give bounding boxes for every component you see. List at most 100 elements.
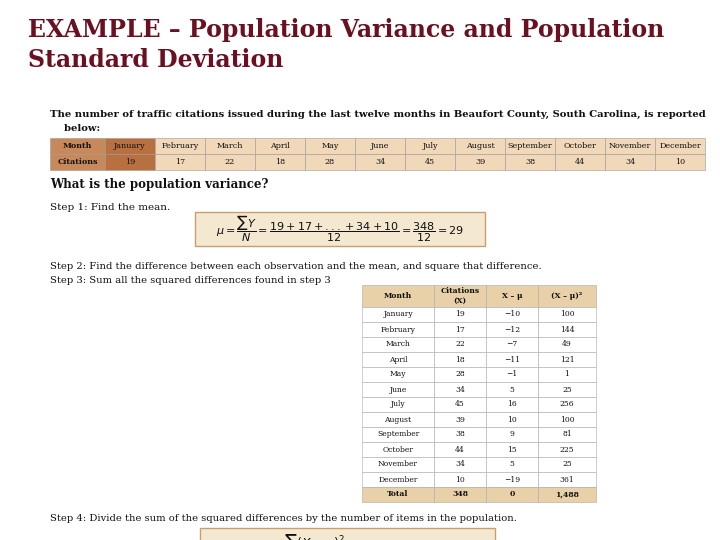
Text: 34: 34 xyxy=(455,386,465,394)
Bar xyxy=(434,412,486,427)
Bar xyxy=(305,154,355,170)
Bar xyxy=(362,457,434,472)
Bar xyxy=(486,427,538,442)
Text: −12: −12 xyxy=(504,326,520,334)
Bar xyxy=(195,212,485,246)
Text: 39: 39 xyxy=(455,415,465,423)
Text: Month: Month xyxy=(63,142,92,150)
Bar xyxy=(362,472,434,487)
Bar xyxy=(362,487,434,502)
Text: EXAMPLE – Population Variance and Population: EXAMPLE – Population Variance and Popula… xyxy=(28,18,665,42)
Text: 10: 10 xyxy=(675,158,685,166)
Text: July: July xyxy=(422,142,438,150)
Bar xyxy=(555,138,605,154)
Text: Step 2: Find the difference between each observation and the mean, and square th: Step 2: Find the difference between each… xyxy=(50,262,541,271)
Text: X – μ: X – μ xyxy=(502,292,522,300)
Bar xyxy=(486,367,538,382)
Bar xyxy=(155,154,205,170)
Text: $\sigma^2 = \dfrac{\sum (X-\mu)^2}{N} = \dfrac{1{,}488}{12} = 124$: $\sigma^2 = \dfrac{\sum (X-\mu)^2}{N} = … xyxy=(256,532,439,540)
Bar xyxy=(538,427,596,442)
Text: October: October xyxy=(382,446,413,454)
Text: 16: 16 xyxy=(507,401,517,408)
Text: 19: 19 xyxy=(455,310,465,319)
Bar xyxy=(355,154,405,170)
Bar xyxy=(486,487,538,502)
Bar xyxy=(434,307,486,322)
Bar xyxy=(538,337,596,352)
Text: (X – μ)²: (X – μ)² xyxy=(552,292,582,300)
Text: 9: 9 xyxy=(510,430,514,438)
Text: May: May xyxy=(321,142,338,150)
Text: −11: −11 xyxy=(504,355,520,363)
Text: January: January xyxy=(383,310,413,319)
Text: 28: 28 xyxy=(455,370,465,379)
Text: June: June xyxy=(371,142,390,150)
Text: 17: 17 xyxy=(455,326,465,334)
Text: 121: 121 xyxy=(559,355,575,363)
Bar xyxy=(538,322,596,337)
Bar xyxy=(205,154,255,170)
Bar xyxy=(105,138,155,154)
Bar xyxy=(434,442,486,457)
Text: 0: 0 xyxy=(509,490,515,498)
Bar xyxy=(486,307,538,322)
Bar xyxy=(486,285,538,307)
Text: September: September xyxy=(508,142,552,150)
Text: December: December xyxy=(659,142,701,150)
Bar xyxy=(355,138,405,154)
Text: 28: 28 xyxy=(325,158,335,166)
Text: January: January xyxy=(114,142,146,150)
Text: August: August xyxy=(466,142,495,150)
Text: 34: 34 xyxy=(455,461,465,469)
Bar xyxy=(538,285,596,307)
Text: 45: 45 xyxy=(425,158,435,166)
Bar xyxy=(434,382,486,397)
Text: March: March xyxy=(386,341,410,348)
Bar xyxy=(105,154,155,170)
Bar xyxy=(538,352,596,367)
Text: 18: 18 xyxy=(455,355,465,363)
Bar xyxy=(434,337,486,352)
Text: June: June xyxy=(390,386,407,394)
Bar xyxy=(50,138,105,154)
Text: Citations: Citations xyxy=(58,158,98,166)
Bar xyxy=(538,307,596,322)
Bar xyxy=(305,138,355,154)
Bar xyxy=(605,154,655,170)
Bar xyxy=(486,322,538,337)
Bar xyxy=(434,397,486,412)
Text: 348: 348 xyxy=(452,490,468,498)
Bar xyxy=(455,154,505,170)
Bar xyxy=(505,154,555,170)
Text: 144: 144 xyxy=(559,326,575,334)
Bar xyxy=(405,154,455,170)
Bar xyxy=(538,457,596,472)
Text: 49: 49 xyxy=(562,341,572,348)
Bar xyxy=(434,352,486,367)
Bar xyxy=(486,352,538,367)
Text: 10: 10 xyxy=(507,415,517,423)
Text: Citations
(X): Citations (X) xyxy=(441,287,480,305)
Text: 22: 22 xyxy=(225,158,235,166)
Text: May: May xyxy=(390,370,406,379)
Bar xyxy=(486,412,538,427)
Bar xyxy=(200,528,495,540)
Text: 34: 34 xyxy=(625,158,635,166)
Text: December: December xyxy=(378,476,418,483)
Bar xyxy=(486,397,538,412)
Bar xyxy=(605,138,655,154)
Text: 38: 38 xyxy=(525,158,535,166)
Text: Step 3: Sum all the squared differences found in step 3: Step 3: Sum all the squared differences … xyxy=(50,276,330,285)
Text: 100: 100 xyxy=(559,415,575,423)
Bar xyxy=(486,442,538,457)
Text: April: April xyxy=(389,355,408,363)
Bar xyxy=(362,442,434,457)
Text: 34: 34 xyxy=(375,158,385,166)
Bar xyxy=(538,472,596,487)
Text: September: September xyxy=(377,430,419,438)
Text: August: August xyxy=(384,415,412,423)
Text: 5: 5 xyxy=(510,386,514,394)
Bar xyxy=(538,487,596,502)
Bar xyxy=(405,138,455,154)
Bar xyxy=(362,382,434,397)
